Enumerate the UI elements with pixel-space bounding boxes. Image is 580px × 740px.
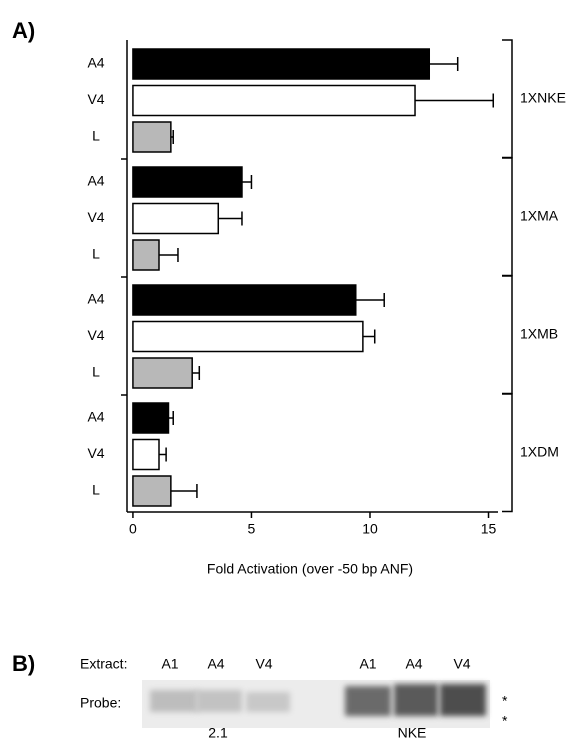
- x-axis-label: Fold Activation (over -50 bp ANF): [207, 561, 413, 577]
- group-label: 1XDM: [520, 443, 559, 459]
- band-marker: *: [502, 713, 508, 729]
- category-label: A4: [87, 409, 104, 425]
- probe-label: Probe:: [80, 695, 121, 711]
- category-label: L: [92, 128, 100, 144]
- lane-label: V4: [453, 656, 470, 672]
- group-bracket: [502, 40, 512, 158]
- bar: [133, 49, 429, 79]
- error-bar: [159, 448, 166, 462]
- category-label: L: [92, 482, 100, 498]
- category-label: V4: [87, 445, 104, 461]
- probe-name: 2.1: [208, 725, 228, 740]
- error-bar: [242, 175, 251, 189]
- category-label: V4: [87, 327, 104, 343]
- x-tick-label: 10: [362, 521, 378, 537]
- category-label: A4: [87, 55, 104, 71]
- error-bar: [192, 366, 199, 380]
- category-label: V4: [87, 91, 104, 107]
- panel-label: B): [12, 651, 35, 676]
- x-tick-label: 5: [248, 521, 256, 537]
- error-bar: [159, 248, 178, 262]
- category-label: L: [92, 246, 100, 262]
- gel: [142, 680, 490, 728]
- x-tick-label: 0: [129, 521, 137, 537]
- bar: [133, 240, 159, 270]
- lane-label: A4: [405, 656, 422, 672]
- group-bracket: [502, 394, 512, 512]
- bar: [133, 440, 159, 470]
- band-marker: *: [502, 693, 508, 709]
- category-label: V4: [87, 209, 104, 225]
- bar: [133, 122, 171, 152]
- figure: A) Fold Activation (over -50 bp ANF) B) …: [0, 0, 580, 740]
- category-label: A4: [87, 291, 104, 307]
- bar: [133, 322, 363, 352]
- error-bar: [363, 330, 375, 344]
- group-label: 1XMB: [520, 325, 558, 341]
- error-bar: [218, 212, 242, 226]
- lane-label: A1: [359, 656, 376, 672]
- bar: [133, 476, 171, 506]
- error-bar: [415, 94, 493, 108]
- extract-label: Extract:: [80, 656, 127, 672]
- bar: [133, 167, 242, 197]
- bar: [133, 285, 356, 315]
- bar: [133, 358, 192, 388]
- group-bracket: [502, 276, 512, 394]
- bar: [133, 204, 218, 234]
- error-bar: [429, 57, 457, 71]
- lane-label: A4: [207, 656, 224, 672]
- lane-label: V4: [255, 656, 272, 672]
- group-label: 1XMA: [520, 207, 559, 223]
- bar: [133, 86, 415, 116]
- group-bracket: [502, 158, 512, 276]
- category-label: A4: [87, 173, 104, 189]
- category-label: L: [92, 364, 100, 380]
- group-label: 1XNKE: [520, 89, 566, 105]
- bar: [133, 403, 169, 433]
- probe-name: NKE: [398, 725, 427, 740]
- error-bar: [171, 484, 197, 498]
- panel-label: A): [12, 18, 35, 43]
- lane-label: A1: [161, 656, 178, 672]
- x-tick-label: 15: [481, 521, 497, 537]
- error-bar: [356, 293, 384, 307]
